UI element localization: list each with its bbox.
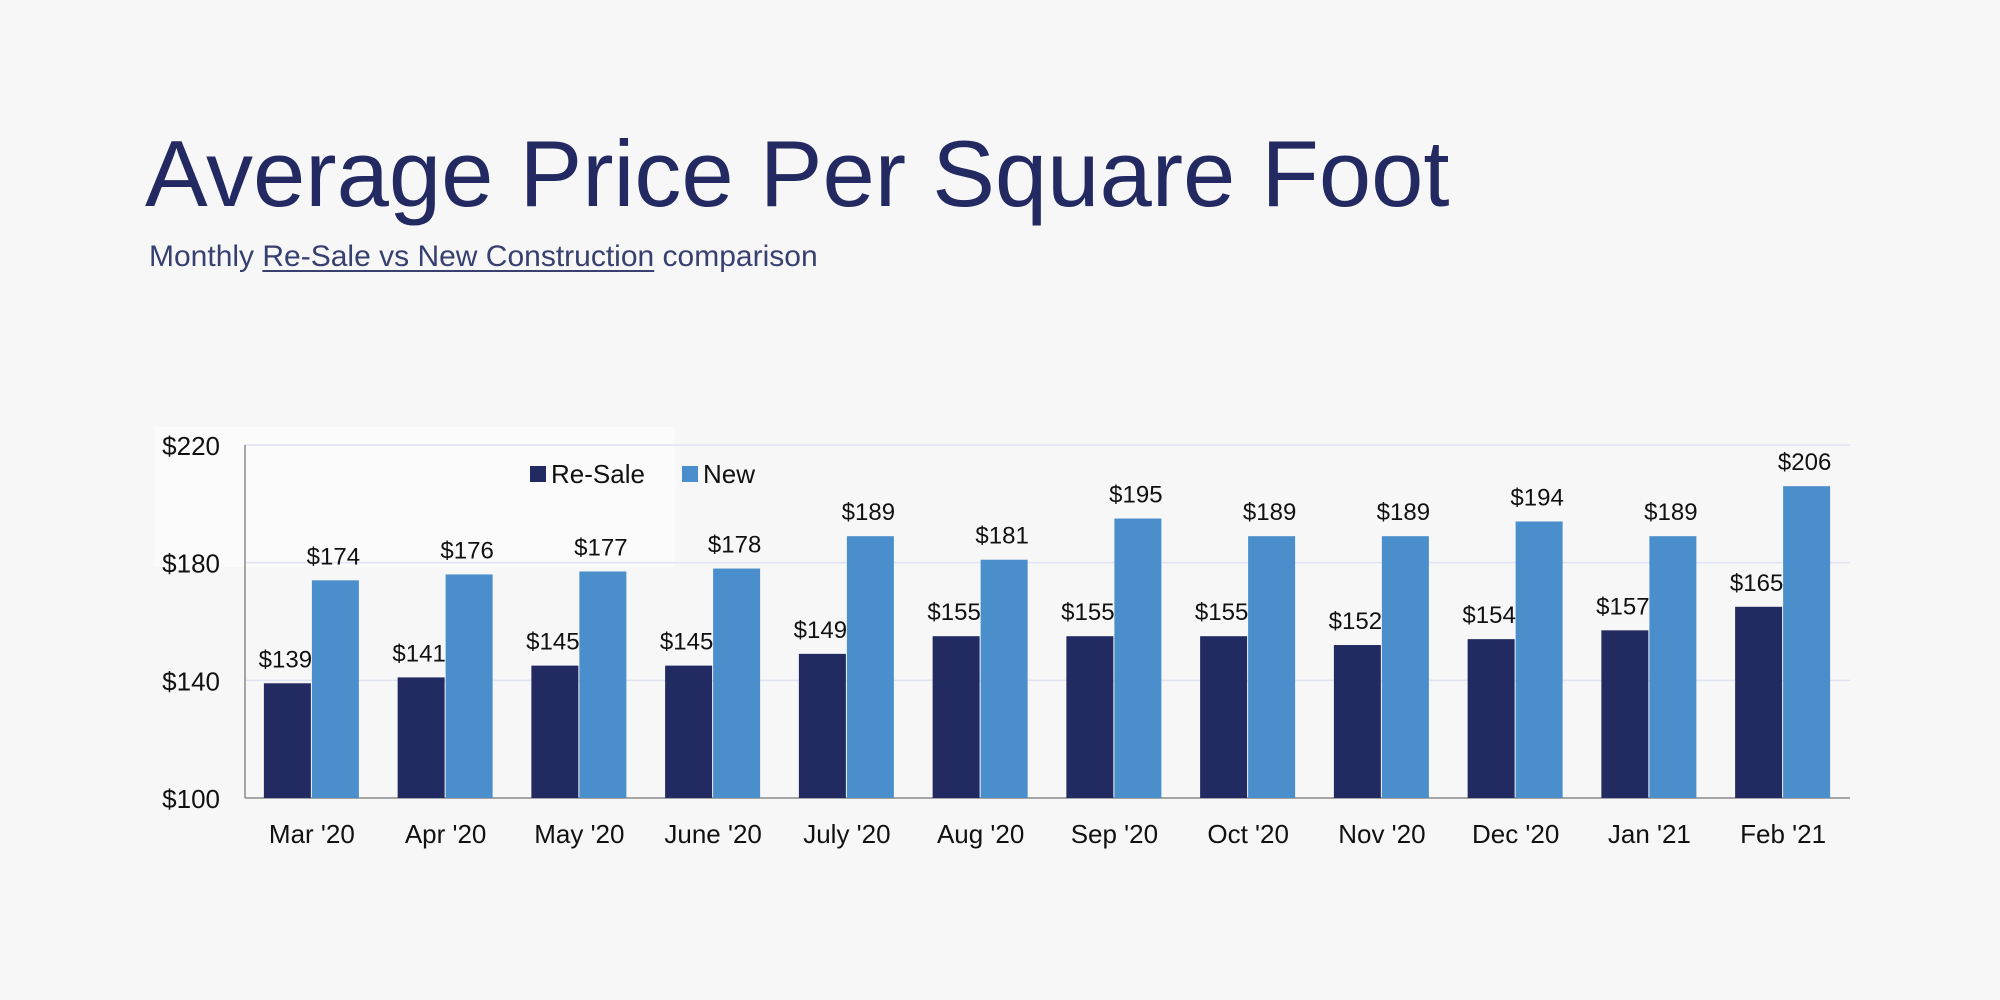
bar-re-sale — [397, 677, 445, 798]
bar-re-sale — [1601, 630, 1649, 798]
bar-new — [311, 580, 359, 798]
data-label-new: $189 — [1644, 499, 1697, 526]
y-tick-label: $220 — [162, 431, 220, 461]
legend-backdrop — [155, 427, 675, 567]
data-label-re-sale: $155 — [927, 599, 980, 626]
data-label-new: $194 — [1510, 484, 1563, 511]
x-tick-label: Jan '21 — [1608, 819, 1691, 849]
bar-re-sale — [798, 653, 846, 798]
bar-re-sale — [665, 665, 713, 798]
data-label-re-sale: $155 — [1195, 599, 1248, 626]
x-tick-label: July '20 — [803, 819, 890, 849]
bar-new — [1515, 521, 1563, 798]
bar-new — [579, 571, 627, 798]
data-label-re-sale: $141 — [392, 640, 445, 667]
bar-new — [980, 559, 1028, 798]
data-label-re-sale: $145 — [526, 629, 579, 656]
data-label-re-sale: $152 — [1329, 608, 1382, 635]
bar-re-sale — [932, 636, 980, 798]
data-label-new: $178 — [708, 532, 761, 559]
bar-new — [1649, 536, 1697, 798]
x-tick-label: Feb '21 — [1740, 819, 1826, 849]
data-label-re-sale: $145 — [660, 629, 713, 656]
data-label-re-sale: $165 — [1730, 570, 1783, 597]
data-label-re-sale: $154 — [1462, 602, 1515, 629]
y-tick-label: $100 — [162, 784, 220, 814]
data-label-re-sale: $149 — [794, 617, 847, 644]
bar-re-sale — [1333, 645, 1381, 798]
x-tick-label: Apr '20 — [405, 819, 487, 849]
x-tick-label: Aug '20 — [937, 819, 1024, 849]
y-tick-label: $140 — [162, 666, 220, 696]
y-tick-label: $180 — [162, 549, 220, 579]
data-label-re-sale: $155 — [1061, 599, 1114, 626]
bar-new — [1381, 536, 1429, 798]
data-label-re-sale: $139 — [259, 646, 312, 673]
bar-new — [445, 574, 493, 798]
legend-label-new: New — [703, 459, 755, 489]
data-label-new: $176 — [440, 537, 493, 564]
data-label-new: $181 — [975, 523, 1028, 550]
bar-re-sale — [1200, 636, 1248, 798]
x-tick-label: Nov '20 — [1338, 819, 1425, 849]
bar-new — [713, 568, 761, 798]
chart-title: Average Price Per Square Foot — [145, 121, 1450, 226]
x-tick-label: June '20 — [664, 819, 762, 849]
bar-new — [846, 536, 894, 798]
subtitle-suffix: comparison — [654, 240, 818, 273]
x-tick-label: Oct '20 — [1207, 819, 1289, 849]
subtitle-prefix: Monthly — [149, 240, 263, 273]
data-label-new: $195 — [1109, 482, 1162, 509]
bar-re-sale — [1735, 606, 1783, 798]
chart-subtitle: Monthly Re-Sale vs New Construction comp… — [149, 240, 818, 274]
bar-new — [1783, 486, 1831, 798]
bar-new — [1248, 536, 1296, 798]
x-tick-label: May '20 — [534, 819, 624, 849]
data-label-new: $177 — [574, 534, 627, 561]
bar-re-sale — [531, 665, 579, 798]
x-tick-label: Dec '20 — [1472, 819, 1559, 849]
bar-re-sale — [263, 683, 311, 798]
data-label-new: $189 — [1377, 499, 1430, 526]
data-label-new: $206 — [1778, 449, 1831, 476]
data-label-re-sale: $157 — [1596, 593, 1649, 620]
bar-re-sale — [1467, 639, 1515, 798]
data-label-new: $174 — [307, 543, 360, 570]
legend-swatch-new — [682, 466, 698, 482]
data-label-new: $189 — [842, 499, 895, 526]
legend-swatch-re-sale — [530, 466, 546, 482]
subtitle-underlined: Re-Sale vs New Construction — [262, 240, 655, 273]
x-tick-label: Sep '20 — [1071, 819, 1158, 849]
x-tick-label: Mar '20 — [269, 819, 355, 849]
bar-re-sale — [1066, 636, 1114, 798]
legend-label-re-sale: Re-Sale — [551, 459, 645, 489]
bar-new — [1114, 518, 1162, 798]
data-label-new: $189 — [1243, 499, 1296, 526]
